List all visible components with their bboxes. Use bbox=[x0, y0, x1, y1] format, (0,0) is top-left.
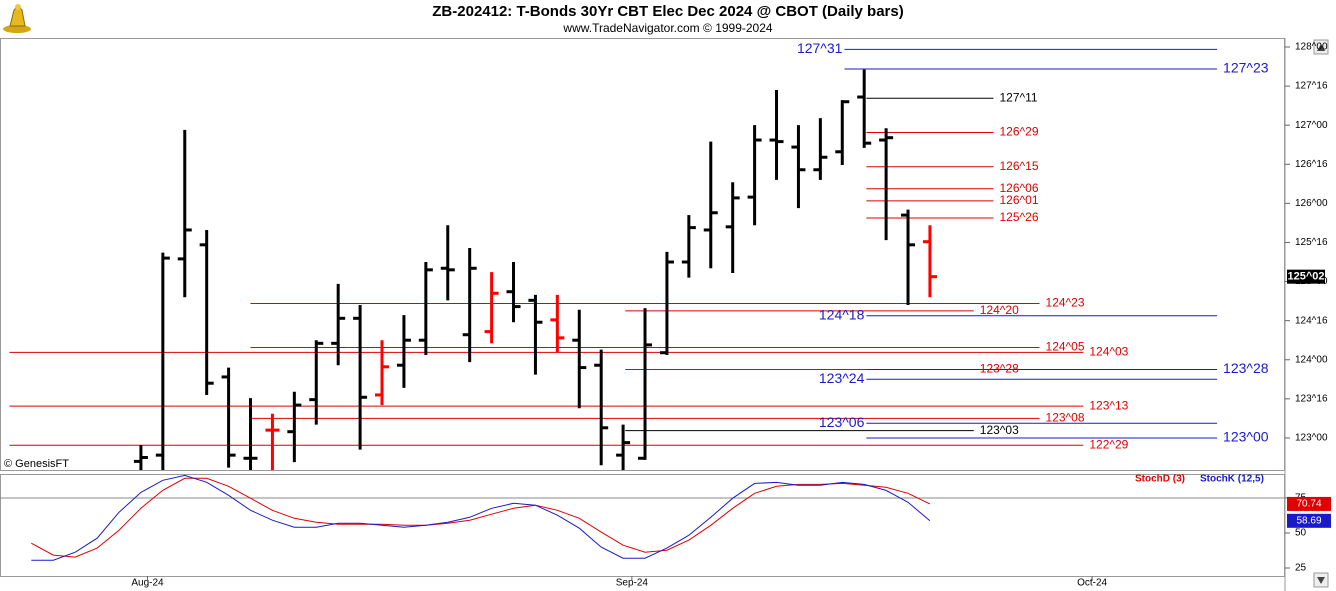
logo bbox=[3, 4, 31, 33]
price-plot bbox=[9, 48, 1218, 470]
level-label: 124^20 bbox=[980, 303, 1019, 317]
overlay: 128^00 127^16 127^00 126^16 126^00 125^16 125^… bbox=[131, 40, 1331, 589]
y-tick-label: 126^00 bbox=[1295, 198, 1328, 209]
chart-subtitle: www.TradeNavigator.com © 1999-2024 bbox=[562, 21, 772, 35]
last-price-box bbox=[1287, 269, 1325, 284]
y-tick-label: 50 bbox=[1295, 528, 1307, 539]
x-tick-label: Aug-24 bbox=[131, 578, 164, 589]
level-label: 125^26 bbox=[1000, 210, 1039, 224]
x-tick-label: Sep-24 bbox=[616, 578, 649, 589]
level-label: 123^08 bbox=[1046, 411, 1085, 425]
level-label: 123^03 bbox=[980, 423, 1019, 437]
level-label: 123^24 bbox=[819, 370, 865, 386]
level-label: 123^28 bbox=[980, 362, 1019, 376]
legend-entry: StochK (12,5) bbox=[1200, 474, 1264, 485]
y-tick-label: 123^00 bbox=[1295, 433, 1328, 444]
level-label: 127^11 bbox=[1000, 90, 1038, 104]
level-label: 123^13 bbox=[1089, 398, 1128, 412]
y-tick-label: 126^16 bbox=[1295, 159, 1328, 170]
level-label: 127^31 bbox=[797, 40, 843, 56]
level-label: 124^23 bbox=[1046, 296, 1085, 310]
last-value-label: 70.74 bbox=[1296, 499, 1321, 510]
level-label: 123^00 bbox=[1223, 429, 1269, 445]
scroll-up[interactable] bbox=[1313, 39, 1329, 55]
last-value-box bbox=[1287, 513, 1331, 528]
y-tick-label: 124^16 bbox=[1295, 315, 1328, 326]
y-tick-label: 124^00 bbox=[1295, 354, 1328, 365]
level-label: 127^23 bbox=[1223, 60, 1269, 76]
y-tick-label: 125^16 bbox=[1295, 237, 1328, 248]
y-tick-label: 25 bbox=[1295, 563, 1307, 574]
level-label: 124^03 bbox=[1089, 345, 1128, 359]
y-tick-label: 127^16 bbox=[1295, 81, 1328, 92]
last-value-box bbox=[1287, 496, 1331, 511]
stoch-plot bbox=[0, 474, 1285, 561]
watermark: © GenesisFT bbox=[4, 458, 69, 470]
stoch-line bbox=[31, 474, 931, 561]
last-price-label: 125^02 bbox=[1287, 271, 1324, 283]
level-label: 122^29 bbox=[1089, 437, 1128, 451]
level-label: 123^06 bbox=[819, 414, 865, 430]
level-label: 126^29 bbox=[1000, 125, 1039, 139]
level-label: 126^01 bbox=[1000, 193, 1039, 207]
scroll-down[interactable] bbox=[1313, 572, 1329, 588]
last-value-label: 58.69 bbox=[1296, 515, 1321, 526]
level-label: 124^05 bbox=[1046, 340, 1085, 354]
x-tick-label: Oct-24 bbox=[1077, 578, 1107, 589]
legend-entry: StochD (3) bbox=[1135, 474, 1185, 485]
level-label: 126^06 bbox=[1000, 181, 1039, 195]
level-label: 126^15 bbox=[1000, 159, 1039, 173]
y-tick-label: 127^00 bbox=[1295, 120, 1328, 131]
level-label: 123^28 bbox=[1223, 360, 1269, 376]
stoch-line bbox=[31, 477, 931, 558]
chart-title: ZB-202412: T-Bonds 30Yr CBT Elec Dec 202… bbox=[432, 3, 903, 20]
level-label: 124^18 bbox=[819, 306, 865, 322]
y-tick-label: 123^16 bbox=[1295, 393, 1328, 404]
y-tick-label: 128^00 bbox=[1295, 42, 1328, 53]
